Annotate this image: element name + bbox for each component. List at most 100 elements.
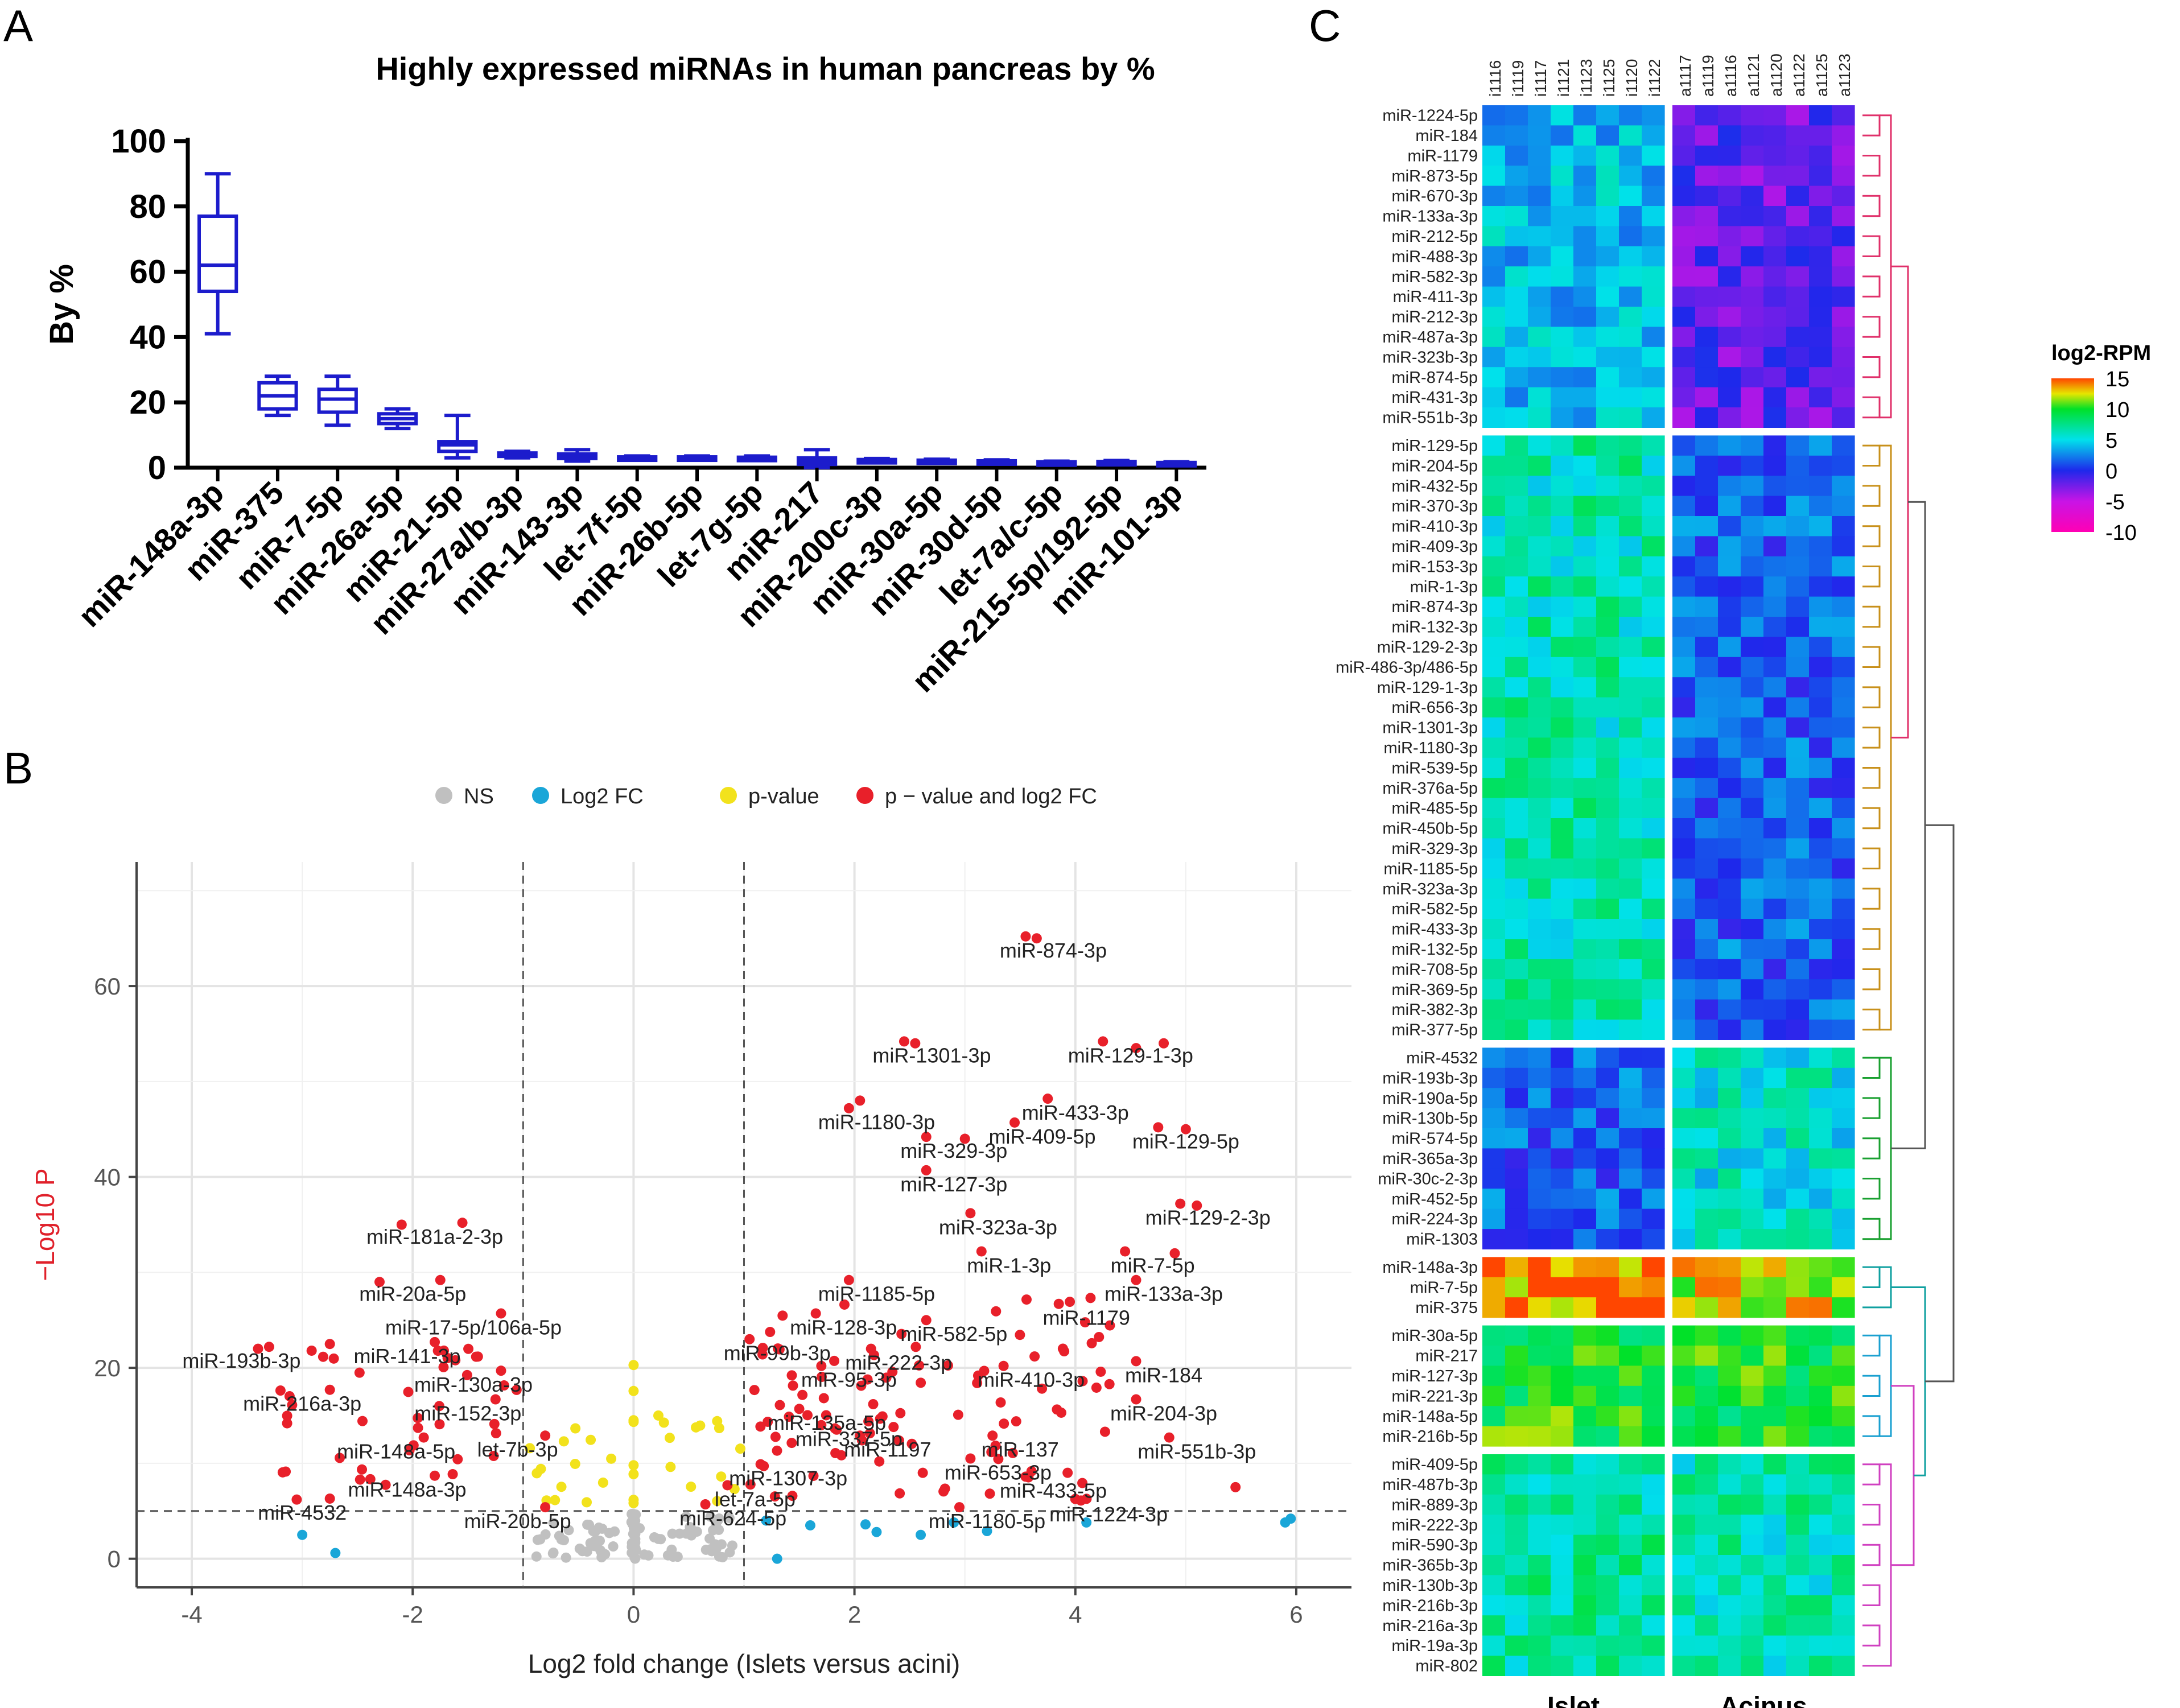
heatmap-cell bbox=[1528, 1346, 1551, 1366]
heatmap-cell bbox=[1551, 1385, 1574, 1406]
heatmap-cell bbox=[1695, 979, 1719, 1000]
heatmap-cell bbox=[1763, 1474, 1787, 1495]
y-tick-label: 0 bbox=[108, 1546, 121, 1573]
data-point bbox=[357, 1416, 368, 1426]
heatmap-cell bbox=[1763, 576, 1787, 597]
heatmap-cell bbox=[1718, 1108, 1741, 1129]
heatmap-cell bbox=[1695, 1108, 1719, 1129]
data-point bbox=[628, 1511, 639, 1522]
heatmap-cell bbox=[1832, 1595, 1855, 1616]
data-point bbox=[550, 1495, 561, 1505]
gene-label: miR-193b-3p bbox=[182, 1349, 300, 1372]
heatmap-cell bbox=[1809, 576, 1832, 597]
data-point bbox=[856, 1380, 867, 1391]
column-label: a1116 bbox=[1722, 55, 1740, 97]
data-point bbox=[786, 1370, 797, 1381]
heatmap-cell bbox=[1596, 1047, 1619, 1068]
heatmap-cell bbox=[1482, 576, 1506, 597]
heatmap-cell bbox=[1718, 1635, 1741, 1656]
heatmap-cell bbox=[1741, 1168, 1764, 1189]
heatmap-cell bbox=[1672, 919, 1696, 939]
heatmap-cell bbox=[1551, 286, 1574, 307]
heatmap-cell bbox=[1528, 105, 1551, 126]
heatmap-cell bbox=[1832, 246, 1855, 267]
heatmap-cell bbox=[1809, 327, 1832, 348]
heatmap-cell bbox=[1596, 757, 1619, 778]
heatmap-cell bbox=[1642, 1257, 1665, 1278]
data-point bbox=[496, 1365, 506, 1376]
heatmap-cell bbox=[1672, 1047, 1696, 1068]
heatmap-cell bbox=[1528, 959, 1551, 980]
heatmap-cell bbox=[1809, 1168, 1832, 1189]
heatmap-cell bbox=[1528, 1534, 1551, 1556]
heatmap-cell bbox=[1718, 1229, 1741, 1249]
heatmap-cell bbox=[1573, 346, 1597, 368]
heatmap-cell bbox=[1573, 1257, 1597, 1278]
data-point bbox=[965, 1208, 976, 1219]
heatmap-cell bbox=[1528, 387, 1551, 408]
heatmap-cell bbox=[1786, 327, 1810, 348]
heatmap-cell bbox=[1482, 878, 1506, 900]
gene-label: miR-551b-3p bbox=[1138, 1440, 1256, 1463]
heatmap-cell bbox=[1573, 327, 1597, 348]
heatmap-cell bbox=[1832, 939, 1855, 960]
heatmap-cell bbox=[1741, 818, 1764, 839]
data-point bbox=[1031, 933, 1042, 944]
heatmap-cell bbox=[1596, 206, 1619, 226]
heatmap-cell bbox=[1619, 496, 1642, 517]
heatmap-cell bbox=[1718, 1474, 1741, 1495]
heatmap-cell bbox=[1672, 185, 1696, 207]
data-point bbox=[263, 1342, 274, 1352]
heatmap-cell bbox=[1482, 1426, 1506, 1447]
heatmap-cell bbox=[1619, 838, 1642, 859]
heatmap-cell bbox=[1573, 1656, 1597, 1676]
heatmap-cell bbox=[1551, 1365, 1574, 1387]
heatmap-cell bbox=[1528, 1474, 1551, 1495]
gene-label: miR-99b-3p bbox=[724, 1342, 831, 1365]
heatmap-cell bbox=[1619, 1277, 1642, 1298]
heatmap-cell bbox=[1718, 286, 1741, 307]
heatmap-cell bbox=[1528, 346, 1551, 368]
heatmap-cell bbox=[1809, 185, 1832, 207]
heatmap-cell bbox=[1763, 346, 1787, 368]
heatmap-cell bbox=[1809, 105, 1832, 126]
heatmap-cell bbox=[1619, 1515, 1642, 1536]
heatmap-cell bbox=[1505, 1534, 1528, 1556]
gene-label: miR-128-3p bbox=[790, 1315, 897, 1339]
heatmap-cell bbox=[1672, 1575, 1696, 1596]
data-point bbox=[306, 1345, 317, 1356]
row-label: miR-127-3p bbox=[1392, 1367, 1478, 1385]
heatmap-cell bbox=[1482, 1406, 1506, 1427]
heatmap-cell bbox=[1482, 657, 1506, 678]
heatmap-cell bbox=[1642, 1067, 1665, 1088]
column-label: i1116 bbox=[1486, 60, 1504, 97]
heatmap-cell bbox=[1505, 757, 1528, 778]
data-point bbox=[868, 1350, 879, 1360]
dendrogram-branch bbox=[1862, 727, 1881, 749]
heatmap-cell bbox=[1528, 1168, 1551, 1189]
heatmap-cell bbox=[1619, 1047, 1642, 1068]
heatmap-cell bbox=[1505, 407, 1528, 428]
heatmap-cell bbox=[1551, 757, 1574, 778]
heatmap-cell bbox=[1619, 266, 1642, 287]
heatmap-cell bbox=[1482, 1257, 1506, 1278]
heatmap-cell bbox=[1505, 1406, 1528, 1427]
heatmap-cell bbox=[1596, 858, 1619, 879]
heatmap-cell bbox=[1786, 677, 1810, 698]
heatmap-cell bbox=[1809, 697, 1832, 718]
heatmap-cell bbox=[1809, 307, 1832, 327]
heatmap-cell bbox=[1672, 596, 1696, 617]
dendrogram-branch bbox=[1862, 195, 1881, 217]
heatmap-cell bbox=[1596, 939, 1619, 960]
heatmap-cell bbox=[1741, 145, 1764, 166]
heatmap-cell bbox=[1718, 1365, 1741, 1387]
heatmap-cell bbox=[1528, 1128, 1551, 1149]
heatmap-cell bbox=[1741, 737, 1764, 758]
data-point bbox=[540, 1502, 551, 1513]
heatmap-cell bbox=[1718, 717, 1741, 738]
heatmap-cell bbox=[1695, 435, 1719, 456]
data-point bbox=[810, 1308, 821, 1319]
heatmap-cell bbox=[1505, 1635, 1528, 1656]
heatmap-cell bbox=[1573, 979, 1597, 1000]
heatmap-cell bbox=[1482, 367, 1506, 388]
